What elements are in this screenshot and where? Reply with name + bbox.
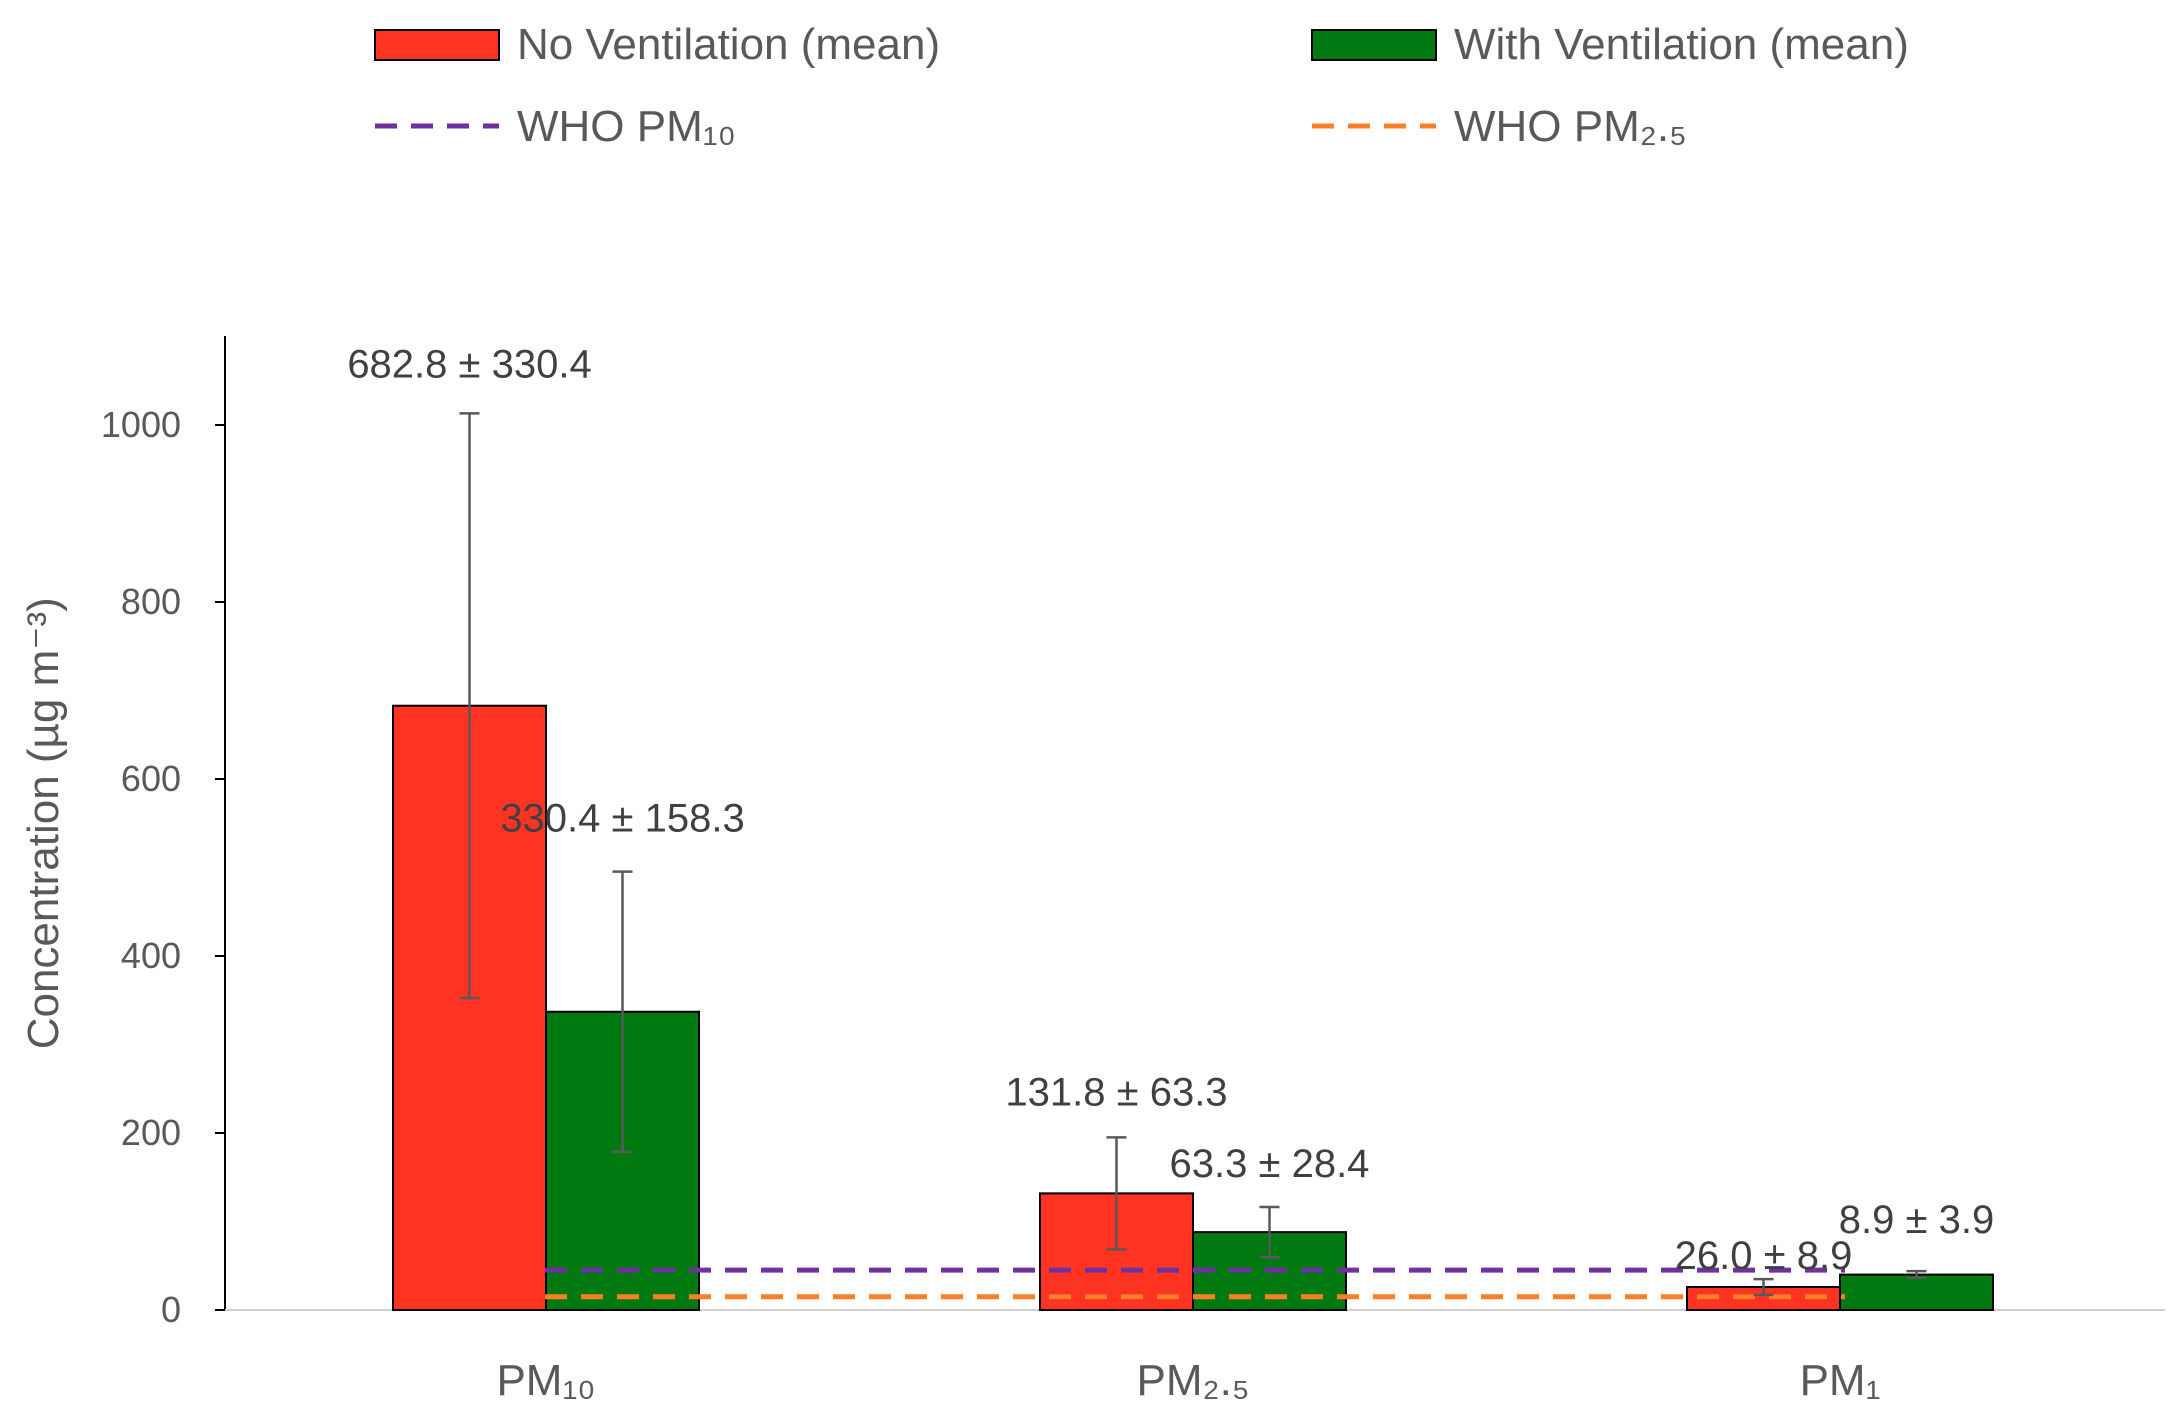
legend-swatch [374,29,500,61]
x-tick-label: PM₁ [1800,1356,1881,1405]
y-tick-label: 0 [161,1289,181,1330]
legend: No Ventilation (mean) With Ventilation (m… [374,20,1909,151]
data-label: 131.8 ± 63.3 [1005,1070,1227,1114]
legend-label: With Ventilation (mean) [1454,20,1909,69]
data-label: 330.4 ± 158.3 [500,797,744,841]
error-bars [459,412,1927,1297]
bars [392,704,1994,1312]
reference-lines [545,1267,1845,1300]
legend-swatch [1311,29,1437,61]
x-tick-label: PM₂.₅ [1136,1356,1249,1405]
legend-label: No Ventilation (mean) [517,20,940,69]
data-label: 8.9 ± 3.9 [1839,1198,1994,1242]
data-label: 682.8 ± 330.4 [347,342,591,386]
axes: 0 200 400 600 800 1000 Concentration (µg m⁻³) P… [19,336,2165,1405]
legend-label: WHO PM₂.₅ [1454,102,1687,151]
legend-label: WHO PM₁₀ [517,102,736,151]
data-label: 63.3 ± 28.4 [1170,1142,1370,1186]
bar [1839,1273,1994,1311]
y-tick-label: 800 [121,581,181,622]
y-tick-label: 600 [121,758,181,799]
y-tick-label: 400 [121,935,181,976]
y-tick-label: 1000 [101,404,181,445]
data-labels: 682.8 ± 330.4 131.8 ± 63.3 26.0 ± 8.9 330.4… [347,342,1994,1278]
data-label: 26.0 ± 8.9 [1675,1234,1853,1278]
x-tick-label: PM₁₀ [496,1356,595,1405]
y-axis-label: Concentration (µg m⁻³) [19,597,68,1049]
y-tick-label: 200 [121,1112,181,1153]
